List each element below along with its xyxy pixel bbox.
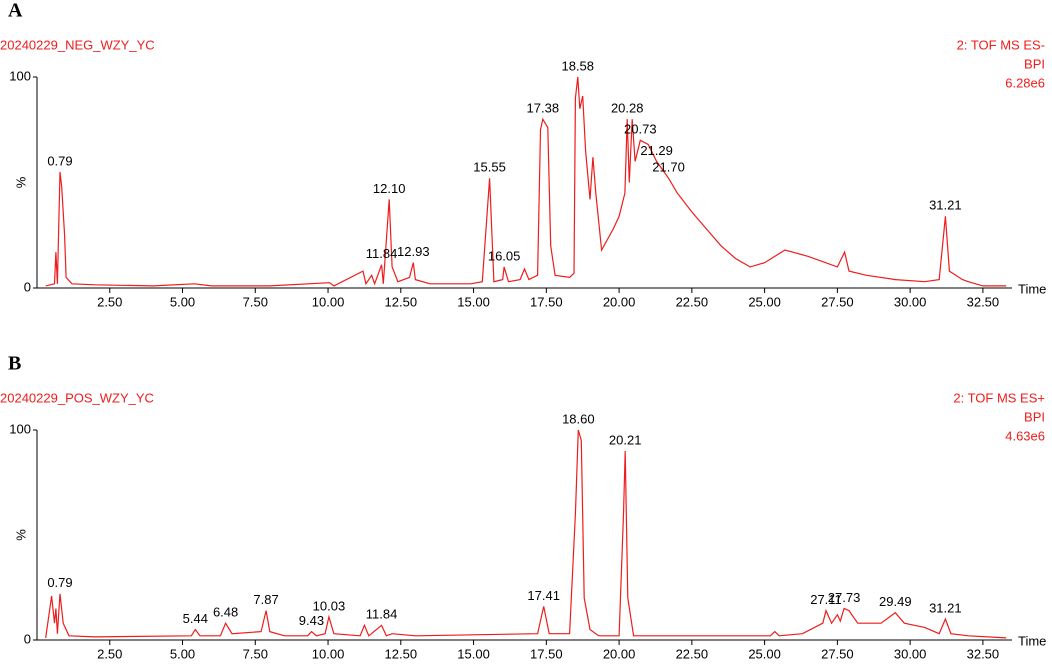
peak-label: 20.28 — [611, 101, 644, 116]
peak-label: 31.21 — [929, 600, 962, 615]
x-axis-label: Time — [1018, 633, 1046, 648]
y-tick-label: 0 — [24, 279, 31, 294]
panel-label: A — [8, 0, 23, 22]
peak-label: 12.10 — [373, 181, 406, 196]
peak-label: 12.93 — [397, 244, 430, 259]
peak-label: 18.60 — [562, 411, 595, 426]
x-tick-label: 27.50 — [821, 294, 854, 309]
x-tick-label: 10.00 — [312, 646, 345, 661]
x-tick-label: 32.50 — [967, 294, 1000, 309]
y-axis-label: % — [13, 529, 28, 541]
x-tick-label: 20.00 — [603, 646, 636, 661]
x-tick-label: 17.50 — [530, 646, 563, 661]
y-tick-label: 100 — [9, 68, 31, 83]
x-tick-label: 27.50 — [821, 646, 854, 661]
x-tick-label: 2.50 — [97, 646, 122, 661]
instrument-info: 2: TOF MS ES- — [957, 37, 1045, 52]
chromatogram-trace — [45, 429, 1007, 639]
peak-label: 11.84 — [366, 607, 398, 622]
peak-label: 6.48 — [213, 605, 238, 620]
peak-label: 20.73 — [624, 122, 657, 137]
peak-label: 27.73 — [828, 590, 861, 605]
peak-label: 0.79 — [47, 575, 72, 590]
peak-label: 21.29 — [640, 143, 673, 158]
x-tick-label: 5.00 — [170, 294, 195, 309]
x-tick-label: 15.00 — [457, 294, 490, 309]
x-tick-label: 12.50 — [385, 294, 418, 309]
instrument-info: BPI — [1024, 409, 1045, 424]
x-tick-label: 2.50 — [97, 294, 122, 309]
y-tick-label: 100 — [9, 421, 31, 436]
x-tick-label: 25.00 — [748, 294, 781, 309]
panel-label: B — [8, 353, 21, 375]
peak-label: 16.05 — [488, 248, 521, 263]
peak-label: 10.03 — [313, 598, 346, 613]
peak-label: 9.43 — [299, 613, 324, 628]
peak-label: 17.38 — [527, 101, 560, 116]
instrument-info: BPI — [1024, 56, 1045, 71]
y-axis-label: % — [13, 176, 28, 188]
x-tick-label: 22.50 — [676, 646, 709, 661]
peak-label: 18.58 — [561, 58, 594, 73]
instrument-info: 2: TOF MS ES+ — [953, 390, 1045, 405]
y-tick-label: 0 — [24, 631, 31, 646]
x-tick-label: 5.00 — [170, 646, 195, 661]
peak-label: 7.87 — [253, 592, 278, 607]
peak-label: 0.79 — [47, 153, 72, 168]
peak-label: 27.11 — [810, 592, 842, 607]
x-tick-label: 10.00 — [312, 294, 345, 309]
peak-label: 17.41 — [527, 588, 560, 603]
x-tick-label: 12.50 — [385, 646, 418, 661]
x-tick-label: 15.00 — [457, 646, 490, 661]
instrument-info: 6.28e6 — [1005, 75, 1045, 90]
chart-title: 20240229_NEG_WZY_YC — [0, 37, 155, 52]
peak-label: 21.70 — [652, 160, 685, 175]
x-axis-label: Time — [1018, 281, 1046, 296]
x-tick-label: 30.00 — [894, 646, 927, 661]
x-tick-label: 7.50 — [243, 294, 268, 309]
chromatogram-trace — [45, 76, 1007, 287]
peak-label: 5.44 — [183, 611, 208, 626]
peak-label: 20.21 — [609, 432, 642, 447]
x-tick-label: 30.00 — [894, 294, 927, 309]
instrument-info: 4.63e6 — [1005, 428, 1045, 443]
peak-label: 29.49 — [879, 594, 912, 609]
x-tick-label: 25.00 — [748, 646, 781, 661]
peak-label: 31.21 — [929, 198, 962, 213]
x-tick-label: 7.50 — [243, 646, 268, 661]
peak-label: 15.55 — [473, 160, 506, 175]
x-tick-label: 22.50 — [676, 294, 709, 309]
chart-title: 20240229_POS_WZY_YC — [0, 390, 154, 405]
x-tick-label: 17.50 — [530, 294, 563, 309]
x-tick-label: 32.50 — [967, 646, 1000, 661]
peak-label: 11.84 — [366, 246, 398, 261]
x-tick-label: 20.00 — [603, 294, 636, 309]
